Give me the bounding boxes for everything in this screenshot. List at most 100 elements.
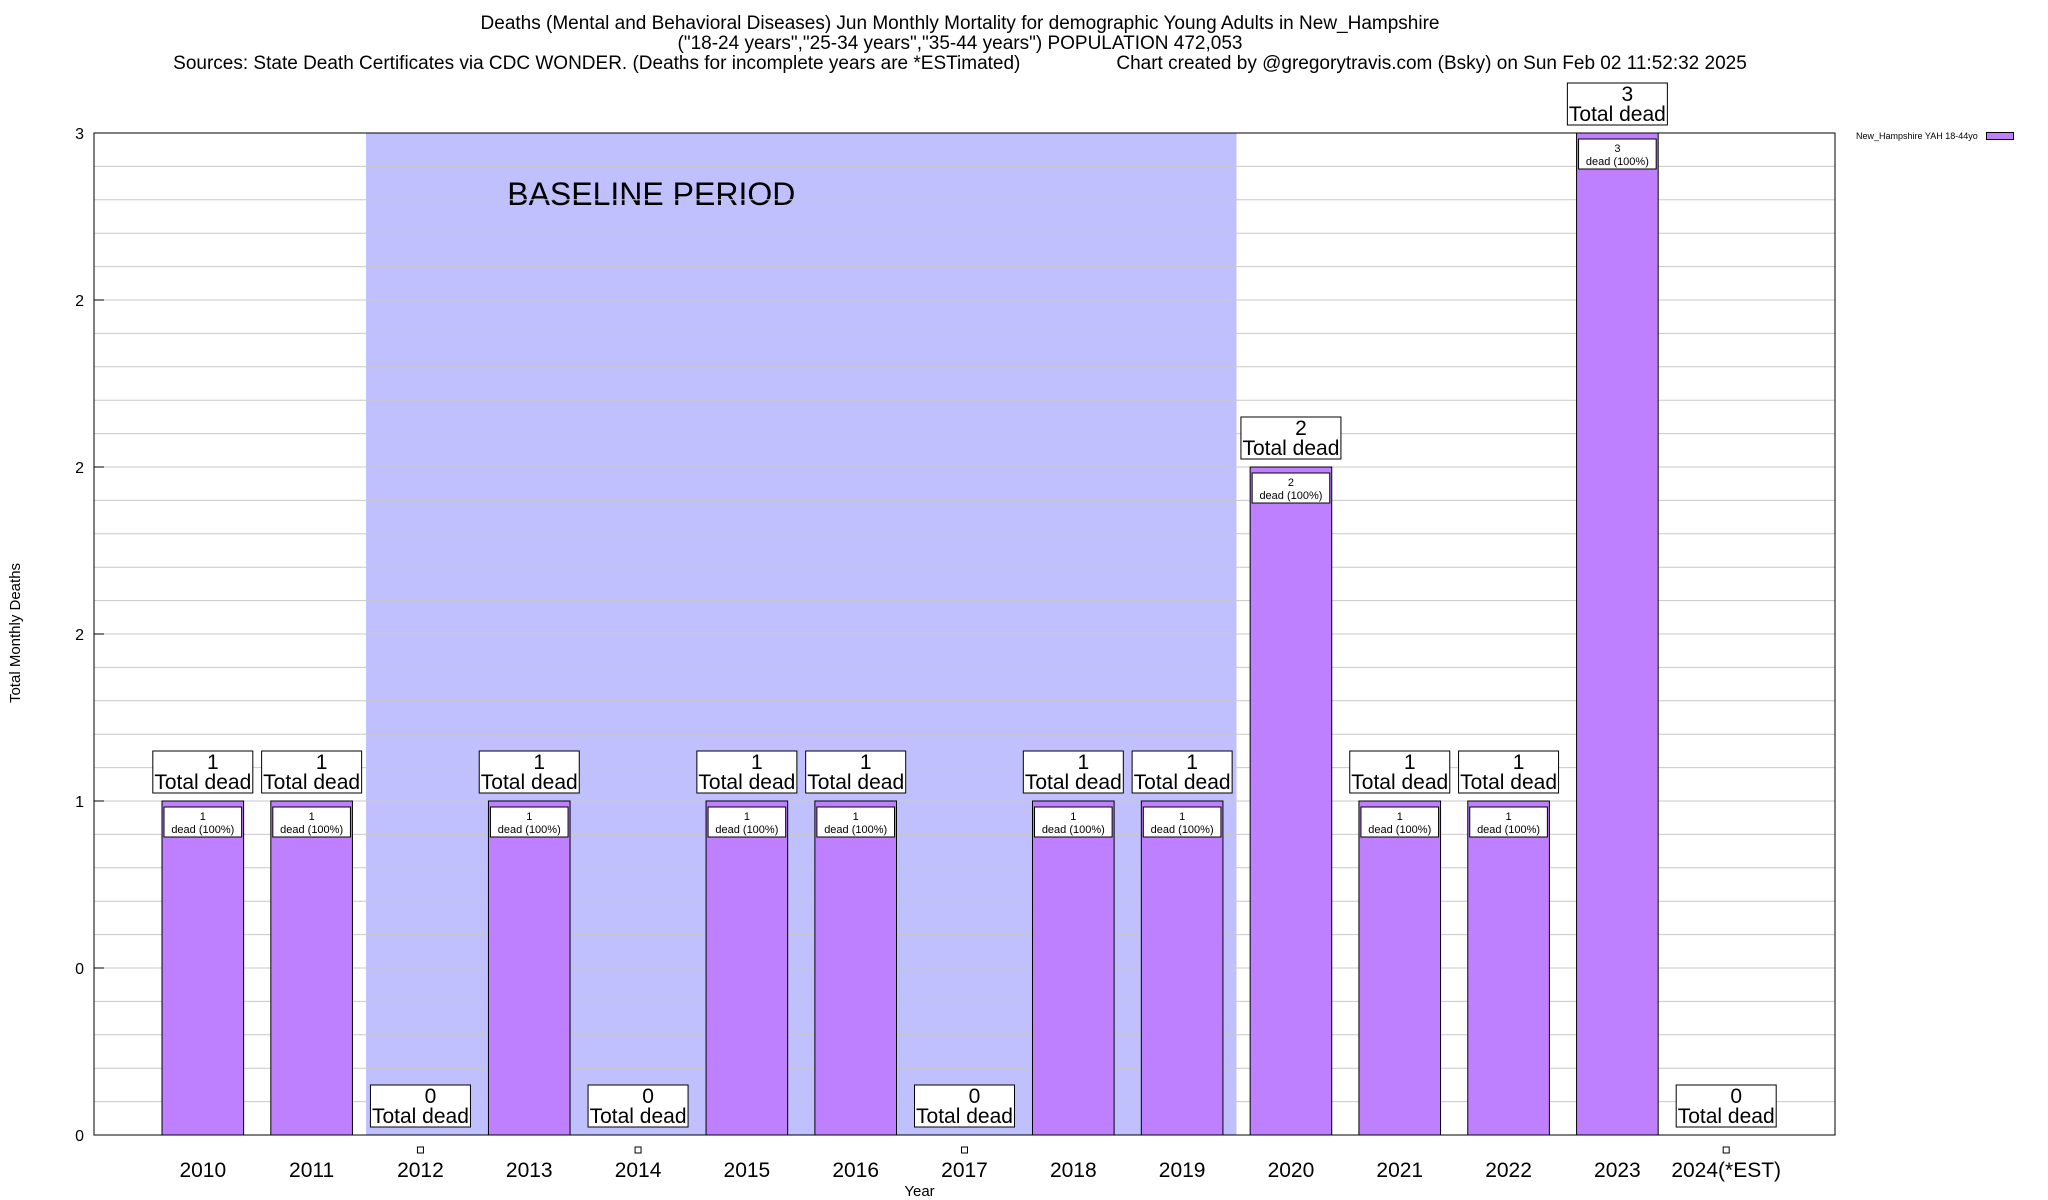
- x-tick-label: 2020: [1268, 1159, 1315, 1182]
- y-tick-label: 0: [75, 961, 84, 978]
- bar: [487, 800, 571, 1136]
- total-label-text: Total dead: [1569, 103, 1666, 126]
- bar-inner-text: dead (100%): [1042, 824, 1105, 836]
- total-label-value: 1: [1404, 751, 1416, 774]
- total-label-box: [1458, 750, 1560, 794]
- plot-frame: [93, 132, 1836, 1136]
- x-tick-label: 2019: [1159, 1159, 1206, 1182]
- bar: [705, 800, 789, 1136]
- bar-inner-label-box: [816, 806, 895, 838]
- y-tick-label: 2: [75, 460, 84, 477]
- bar-inner-label-box: [1142, 806, 1222, 838]
- zero-marker: [416, 1146, 424, 1154]
- x-tick-label: 2024(*EST): [1671, 1159, 1781, 1182]
- bar-inner-value: 1: [744, 811, 750, 823]
- bar-inner-value: 1: [1070, 811, 1076, 823]
- total-label-text: Total dead: [372, 1105, 469, 1128]
- y-tick-label: 1: [75, 794, 84, 811]
- chart-sources: Sources: State Death Certificates via CD…: [173, 53, 1021, 74]
- total-label-box: [152, 750, 254, 794]
- total-label-value: 1: [207, 751, 219, 774]
- total-label-box: [696, 750, 798, 794]
- x-tick-label: 2017: [941, 1159, 988, 1182]
- total-label-text: Total dead: [590, 1105, 687, 1128]
- bar-inner-label-box: [1251, 472, 1331, 504]
- bar-inner-label-box: [489, 806, 569, 838]
- bar: [1249, 466, 1333, 1136]
- zero-marker: [961, 1146, 968, 1154]
- bar-inner-value: 2: [1288, 477, 1294, 489]
- total-label-box: [1240, 416, 1342, 460]
- bar-inner-value: 1: [853, 811, 859, 823]
- total-label-text: Total dead: [698, 771, 795, 794]
- bar-inner-value: 1: [309, 811, 315, 823]
- total-label-box: [1131, 750, 1233, 794]
- bar-inner-text: dead (100%): [171, 824, 234, 836]
- bar-inner-text: dead (100%): [1259, 490, 1322, 502]
- total-label-text: Total dead: [1134, 771, 1231, 794]
- bar-inner-text: dead (100%): [1151, 824, 1214, 836]
- bar-inner-text: dead (100%): [1368, 824, 1431, 836]
- legend-series-name: New_Hampshire YAH 18-44yo: [1856, 131, 1978, 141]
- bar-inner-value: 1: [1397, 811, 1403, 823]
- total-label-box: [805, 750, 907, 794]
- total-label-text: Total dead: [916, 1105, 1013, 1128]
- y-axis-label: Total Monthly Deaths: [7, 563, 24, 703]
- bar-inner-label-box: [163, 806, 243, 838]
- total-label-value: 1: [533, 751, 545, 774]
- bar-inner-label-box: [1578, 138, 1657, 170]
- bar-inner-text: dead (100%): [715, 824, 778, 836]
- chart-subtitle: ("18-24 years","25-34 years","35-44 year…: [677, 33, 1243, 54]
- total-label-box: [261, 750, 363, 794]
- total-label-text: Total dead: [1025, 771, 1122, 794]
- y-tick-label: 2: [75, 293, 84, 310]
- total-label-text: Total dead: [1460, 771, 1557, 794]
- total-label-box: [914, 1084, 1015, 1128]
- total-label-value: 1: [1077, 751, 1089, 774]
- x-tick-label: 2015: [724, 1159, 771, 1182]
- total-label-box: [478, 750, 580, 794]
- x-tick-label: 2010: [179, 1159, 226, 1182]
- zero-marker: [1722, 1146, 1730, 1154]
- bar: [1576, 132, 1659, 1136]
- total-label-value: 1: [860, 751, 872, 774]
- chart-credit: Chart created by @gregorytravis.com (Bsk…: [1116, 53, 1747, 74]
- x-tick-label: 2012: [397, 1159, 444, 1182]
- bar-inner-value: 1: [1179, 811, 1185, 823]
- total-label-value: 0: [425, 1085, 437, 1108]
- total-label-text: Total dead: [481, 771, 578, 794]
- total-label-text: Total dead: [1351, 771, 1448, 794]
- x-tick-label: 2011: [289, 1159, 334, 1182]
- total-label-box: [1566, 82, 1668, 126]
- x-tick-label: 2014: [615, 1159, 662, 1182]
- bar: [1140, 800, 1224, 1136]
- total-label-text: Total dead: [807, 771, 904, 794]
- bar-inner-value: 1: [526, 811, 532, 823]
- total-label-text: Total dead: [1242, 437, 1339, 460]
- bar-inner-label-box: [1469, 806, 1548, 838]
- bar-inner-value: 1: [200, 811, 206, 823]
- x-tick-label: 2022: [1485, 1159, 1532, 1182]
- total-label-text: Total dead: [1678, 1105, 1775, 1128]
- bar: [1467, 800, 1550, 1136]
- bar-inner-text: dead (100%): [498, 824, 561, 836]
- x-tick-label: 2018: [1050, 1159, 1097, 1182]
- total-label-value: 1: [751, 751, 763, 774]
- bar-inner-label-box: [1360, 806, 1440, 838]
- bar-inner-label-box: [707, 806, 787, 838]
- total-label-value: 1: [1186, 751, 1198, 774]
- x-tick-label: 2023: [1594, 1159, 1641, 1182]
- legend: New_Hampshire YAH 18-44yo: [1856, 131, 2014, 141]
- bar-inner-text: dead (100%): [1586, 156, 1649, 168]
- bar-inner-value: 3: [1614, 143, 1620, 155]
- total-label-text: Total dead: [154, 771, 251, 794]
- zero-marker: [634, 1146, 642, 1154]
- bar: [1358, 800, 1442, 1136]
- total-label-box: [1022, 750, 1124, 794]
- baseline-label: BASELINE PERIOD: [507, 176, 795, 212]
- bar-inner-text: dead (100%): [280, 824, 343, 836]
- x-tick-label: 2016: [832, 1159, 879, 1182]
- total-label-box: [1349, 750, 1451, 794]
- total-label-text: Total dead: [263, 771, 360, 794]
